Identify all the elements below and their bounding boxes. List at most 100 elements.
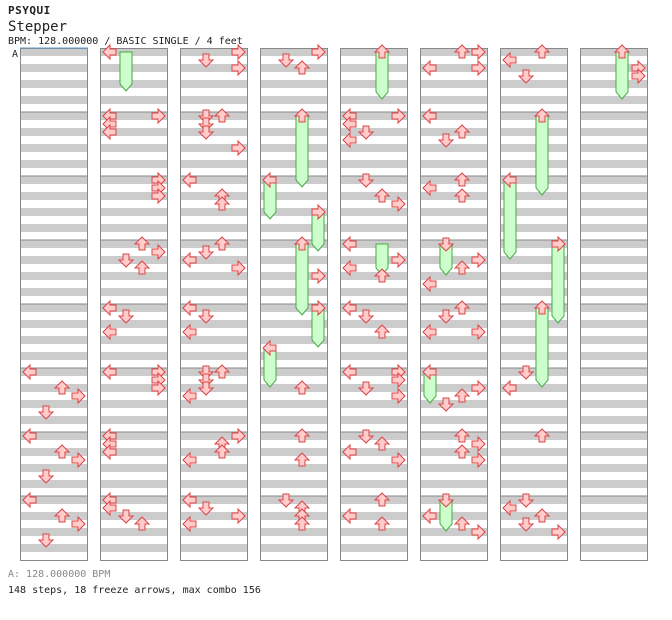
chart-column — [260, 48, 328, 561]
step-arrow-left — [342, 235, 357, 253]
band-gray — [20, 160, 88, 168]
band-gray — [340, 144, 408, 152]
chart-info: BPM: 128.000000 / BASIC SINGLE / 4 feet — [8, 36, 243, 47]
band-gray — [20, 144, 88, 152]
band-gray — [260, 128, 328, 136]
band-gray — [260, 352, 328, 360]
step-arrow-up — [133, 260, 151, 275]
band-gray — [340, 544, 408, 552]
step-arrow-up — [453, 444, 471, 459]
band-gray — [20, 416, 88, 424]
step-arrow-down — [37, 469, 55, 484]
band-gray — [420, 208, 488, 216]
band-gray — [20, 544, 88, 552]
band-gray — [420, 64, 488, 72]
band-gray — [500, 432, 568, 440]
step-arrow-left — [182, 323, 197, 341]
band-gray — [100, 240, 168, 248]
band-gray — [420, 272, 488, 280]
step-arrow-down — [277, 493, 295, 508]
band-gray — [180, 320, 248, 328]
band-gray — [100, 368, 168, 376]
band-gray — [180, 48, 248, 56]
band-gray — [500, 352, 568, 360]
band-gray — [180, 496, 248, 504]
band-gray — [340, 512, 408, 520]
step-arrow-up — [453, 428, 471, 443]
band-gray — [100, 384, 168, 392]
band-gray — [580, 368, 648, 376]
band-gray — [180, 384, 248, 392]
band-gray — [580, 144, 648, 152]
freeze-arrow — [503, 179, 517, 260]
band-gray — [260, 512, 328, 520]
step-arrow-down — [517, 365, 535, 380]
band-gray — [340, 48, 408, 56]
step-arrow-up — [213, 444, 231, 459]
band-gray — [20, 464, 88, 472]
step-arrow-up — [293, 236, 311, 251]
step-arrow-right — [471, 323, 486, 341]
band-gray — [260, 272, 328, 280]
step-arrow-up — [533, 300, 551, 315]
step-arrow-down — [517, 69, 535, 84]
band-gray — [580, 192, 648, 200]
page-title: Stepper — [8, 19, 68, 35]
band-gray — [260, 96, 328, 104]
band-gray — [180, 224, 248, 232]
band-gray — [500, 160, 568, 168]
band-gray — [260, 64, 328, 72]
band-gray — [100, 320, 168, 328]
band-gray — [100, 432, 168, 440]
band-gray — [100, 352, 168, 360]
band-gray — [20, 320, 88, 328]
band-gray — [580, 464, 648, 472]
step-arrow-right — [311, 299, 326, 317]
step-arrow-down — [357, 381, 375, 396]
step-arrow-right — [471, 451, 486, 469]
step-arrow-right — [151, 379, 166, 397]
band-gray — [500, 192, 568, 200]
band-gray — [100, 96, 168, 104]
step-arrow-down — [197, 373, 215, 388]
band-gray — [500, 80, 568, 88]
band-gray — [20, 128, 88, 136]
band-gray — [20, 208, 88, 216]
band-gray — [20, 352, 88, 360]
band-gray — [580, 432, 648, 440]
step-arrow-left — [502, 51, 517, 69]
band-gray — [420, 48, 488, 56]
step-arrow-down — [37, 405, 55, 420]
band-gray — [420, 480, 488, 488]
band-gray — [260, 320, 328, 328]
band-gray — [180, 160, 248, 168]
band-gray — [20, 384, 88, 392]
band-gray — [180, 192, 248, 200]
band-gray — [580, 480, 648, 488]
step-arrow-down — [197, 117, 215, 132]
band-gray — [420, 176, 488, 184]
band-gray — [500, 480, 568, 488]
app-brand: PSYQUI — [8, 4, 51, 17]
band-gray — [580, 288, 648, 296]
step-arrow-left — [342, 299, 357, 317]
band-gray — [20, 496, 88, 504]
step-arrow-right — [471, 435, 486, 453]
step-arrow-right — [71, 451, 86, 469]
band-gray — [340, 240, 408, 248]
band-gray — [180, 208, 248, 216]
step-arrow-left — [102, 443, 117, 461]
band-gray — [100, 416, 168, 424]
step-arrow-up — [453, 124, 471, 139]
step-arrow-left — [342, 507, 357, 525]
band-gray — [580, 96, 648, 104]
band-gray — [100, 272, 168, 280]
step-arrow-right — [631, 67, 646, 85]
step-arrow-up — [133, 516, 151, 531]
freeze-arrow — [295, 115, 309, 188]
step-arrow-left — [102, 299, 117, 317]
band-gray — [420, 320, 488, 328]
band-gray — [100, 160, 168, 168]
band-gray — [20, 512, 88, 520]
step-arrow-up — [373, 268, 391, 283]
